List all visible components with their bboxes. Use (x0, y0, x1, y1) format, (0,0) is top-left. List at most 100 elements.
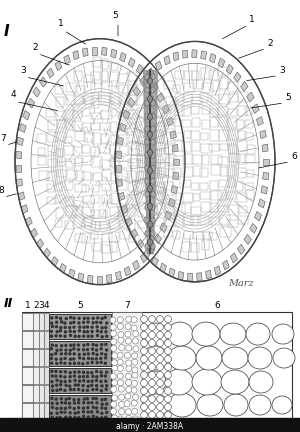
Bar (33, 403, 39, 420)
Circle shape (82, 372, 85, 373)
Bar (169, 268, 175, 277)
Bar (156, 143, 165, 151)
Bar (220, 167, 228, 176)
Bar (209, 144, 220, 151)
Bar (36, 239, 43, 249)
Bar (57, 157, 65, 166)
Circle shape (151, 100, 155, 106)
Circle shape (79, 376, 80, 378)
Circle shape (145, 126, 149, 132)
Circle shape (96, 416, 98, 419)
Bar (148, 206, 158, 215)
Bar (145, 99, 156, 106)
Circle shape (97, 334, 98, 337)
Circle shape (100, 357, 102, 359)
Circle shape (126, 416, 132, 422)
Circle shape (157, 372, 164, 378)
Bar (191, 104, 199, 114)
Bar (183, 217, 193, 225)
Bar (110, 122, 117, 132)
Text: Marz: Marz (228, 279, 254, 288)
Circle shape (55, 335, 57, 337)
Circle shape (101, 327, 103, 329)
Bar (244, 155, 255, 162)
Bar (91, 73, 100, 79)
Circle shape (140, 396, 148, 403)
Circle shape (118, 401, 124, 407)
Circle shape (101, 385, 103, 387)
Circle shape (52, 325, 53, 327)
Bar (83, 123, 92, 131)
Circle shape (65, 344, 67, 346)
Bar (218, 117, 227, 127)
Bar (120, 229, 130, 239)
Bar (211, 216, 219, 225)
Circle shape (70, 334, 71, 337)
Bar (193, 166, 202, 176)
Bar (128, 195, 139, 205)
Bar (238, 92, 248, 102)
Bar (136, 122, 147, 130)
Bar (133, 260, 140, 270)
Bar (226, 64, 233, 74)
Bar (66, 83, 77, 92)
Bar (211, 82, 220, 91)
Circle shape (50, 412, 52, 414)
Bar (102, 195, 112, 203)
Bar (148, 166, 159, 176)
Bar (156, 184, 164, 194)
Circle shape (91, 326, 93, 328)
Bar (137, 156, 148, 163)
Circle shape (140, 372, 148, 378)
Bar (146, 182, 154, 192)
Circle shape (69, 353, 71, 355)
Circle shape (126, 345, 132, 351)
Bar (111, 49, 117, 58)
Bar (55, 132, 66, 141)
Circle shape (60, 384, 62, 386)
Bar (241, 82, 248, 92)
Circle shape (125, 393, 131, 399)
Circle shape (74, 380, 76, 381)
Circle shape (78, 335, 80, 337)
Circle shape (77, 384, 79, 386)
Bar (175, 140, 184, 151)
Circle shape (97, 317, 99, 319)
Circle shape (151, 204, 155, 210)
Circle shape (74, 384, 76, 386)
Circle shape (87, 353, 89, 355)
Bar (40, 77, 47, 87)
Ellipse shape (144, 323, 168, 345)
Bar (44, 367, 49, 384)
Circle shape (140, 315, 148, 323)
Bar (92, 47, 97, 55)
Bar (175, 216, 184, 227)
Bar (173, 159, 179, 165)
Ellipse shape (142, 346, 168, 370)
Bar (85, 83, 95, 92)
Bar (37, 134, 46, 143)
Circle shape (92, 322, 94, 324)
Bar (19, 124, 26, 133)
Circle shape (133, 416, 139, 422)
Circle shape (140, 388, 148, 394)
Circle shape (56, 403, 58, 404)
Bar (229, 154, 240, 162)
Bar (250, 223, 257, 233)
Circle shape (151, 178, 155, 184)
Circle shape (70, 317, 72, 318)
Bar (55, 86, 63, 95)
Bar (129, 110, 139, 119)
Circle shape (101, 336, 103, 338)
Bar (84, 75, 93, 83)
Bar (128, 208, 136, 216)
Bar (192, 155, 202, 164)
Bar (208, 70, 218, 80)
Circle shape (96, 384, 98, 387)
Ellipse shape (196, 346, 222, 370)
Bar (0, 418, 300, 432)
Circle shape (87, 381, 89, 382)
Bar (82, 206, 93, 216)
Bar (176, 105, 184, 116)
Bar (127, 72, 137, 81)
